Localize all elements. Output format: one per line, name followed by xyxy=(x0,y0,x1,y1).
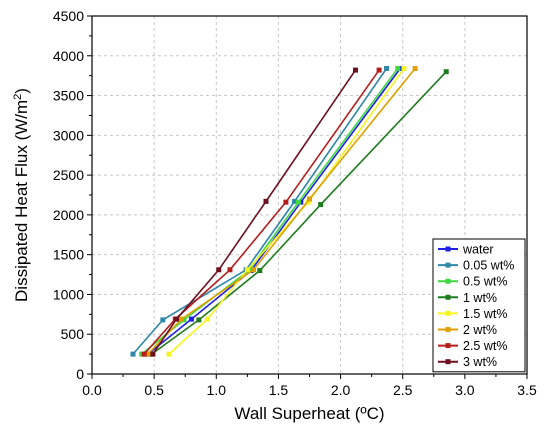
y-tick-label: 1000 xyxy=(53,286,84,302)
data-point xyxy=(395,66,401,72)
ticks-layer: 0.0 0.5 1.0 1.5 2.0 2.5 3.0 3.5 0 500 1000 1500 2000… xyxy=(53,8,537,398)
legend-label: 2 wt% xyxy=(463,323,497,337)
x-tick-label: 2.5 xyxy=(393,382,413,398)
legend-item: 1 wt% xyxy=(438,291,497,305)
legend-label: 0.05 wt% xyxy=(463,259,514,273)
labels-layer: Wall Superheat (ºC) Dissipated Heat Flux… xyxy=(12,88,385,423)
series-7 xyxy=(141,67,382,357)
x-tick-label: 2.0 xyxy=(331,382,351,398)
legend-swatch-marker xyxy=(445,327,451,332)
data-point xyxy=(174,316,180,322)
x-tick-label: 3.0 xyxy=(455,382,475,398)
data-point xyxy=(166,351,172,357)
series-5 xyxy=(166,66,407,357)
data-point xyxy=(263,198,269,204)
data-point xyxy=(130,351,136,357)
series-6 xyxy=(145,66,418,357)
legend-item: 0.05 wt% xyxy=(438,259,514,273)
y-tick-label: 4500 xyxy=(53,8,84,24)
data-point xyxy=(205,316,211,322)
x-tick-label: 0.5 xyxy=(144,382,164,398)
data-point xyxy=(283,199,289,205)
legend-swatch-marker xyxy=(445,294,451,300)
legend-item: water xyxy=(438,243,494,257)
legend-label: 1.5 wt% xyxy=(463,307,507,321)
data-point xyxy=(227,267,233,273)
series-line xyxy=(147,68,416,355)
data-point xyxy=(257,268,263,274)
data-point xyxy=(178,316,184,322)
data-point xyxy=(412,66,418,72)
series-8 xyxy=(150,67,358,357)
legend-swatch-marker xyxy=(445,310,451,316)
legend-item: 2 wt% xyxy=(438,323,497,337)
y-axis-title-main: Dissipated Heat Flux (W/m xyxy=(12,100,31,302)
y-axis-title: Dissipated Heat Flux (W/m2) xyxy=(12,88,31,302)
data-point xyxy=(251,267,257,273)
legend: water 0.05 wt% 0.5 wt% 1 wt% 1.5 wt% 2 wt% 2.5… xyxy=(432,238,526,373)
data-point xyxy=(401,66,407,72)
data-point xyxy=(188,316,194,322)
legend-box xyxy=(432,238,526,373)
data-point xyxy=(307,196,312,202)
y-tick-label: 3000 xyxy=(53,127,84,143)
y-axis-title-end: ) xyxy=(12,88,31,94)
legend-label: 3 wt% xyxy=(463,355,497,369)
series-3 xyxy=(139,66,401,357)
series-line xyxy=(143,69,380,355)
y-tick-label: 4000 xyxy=(53,48,84,64)
legend-swatch-marker xyxy=(445,278,451,284)
y-tick-label: 500 xyxy=(61,326,85,342)
data-point xyxy=(150,351,156,357)
series-layer xyxy=(130,66,449,357)
legend-swatch-marker xyxy=(445,262,451,268)
legend-label: 2.5 wt% xyxy=(463,339,507,353)
legend-item: 2.5 wt% xyxy=(438,339,507,353)
legend-swatch-marker xyxy=(445,343,451,349)
x-tick-label: 1.5 xyxy=(269,382,289,398)
x-axis-title: Wall Superheat (ºC) xyxy=(234,404,384,423)
data-point xyxy=(376,67,382,73)
data-point xyxy=(443,69,449,75)
data-point xyxy=(305,199,311,205)
data-point xyxy=(295,199,301,205)
data-point xyxy=(244,267,250,273)
series-line xyxy=(147,68,401,355)
legend-item: 1.5 wt% xyxy=(438,307,507,321)
legend-swatch-marker xyxy=(445,359,451,365)
data-point xyxy=(292,198,298,204)
series-1 xyxy=(145,66,403,357)
y-tick-label: 2500 xyxy=(53,167,84,183)
series-line xyxy=(152,69,357,355)
legend-label: 1 wt% xyxy=(463,291,497,305)
legend-label: 0.5 wt% xyxy=(463,275,507,289)
legend-item: 0.5 wt% xyxy=(438,275,507,289)
data-point xyxy=(196,317,202,323)
data-point xyxy=(352,67,358,73)
data-point xyxy=(384,66,390,72)
series-line xyxy=(141,68,399,355)
data-point xyxy=(160,317,166,323)
y-axis-title-superscript: 2 xyxy=(12,94,24,100)
data-point xyxy=(141,351,147,357)
x-tick-label: 1.0 xyxy=(207,382,227,398)
grid-layer xyxy=(92,16,527,374)
y-tick-label: 3500 xyxy=(53,88,84,104)
data-point xyxy=(318,202,324,208)
legend-item: 3 wt% xyxy=(438,355,497,369)
x-tick-label: 0.0 xyxy=(82,382,102,398)
x-tick-label: 3.5 xyxy=(517,382,537,398)
legend-swatch-marker xyxy=(445,246,451,252)
data-point xyxy=(216,267,222,273)
y-tick-label: 2000 xyxy=(53,207,84,223)
data-point xyxy=(145,351,151,357)
y-tick-label: 1500 xyxy=(53,247,84,263)
legend-label: water xyxy=(462,243,494,257)
y-tick-label: 0 xyxy=(76,366,84,382)
